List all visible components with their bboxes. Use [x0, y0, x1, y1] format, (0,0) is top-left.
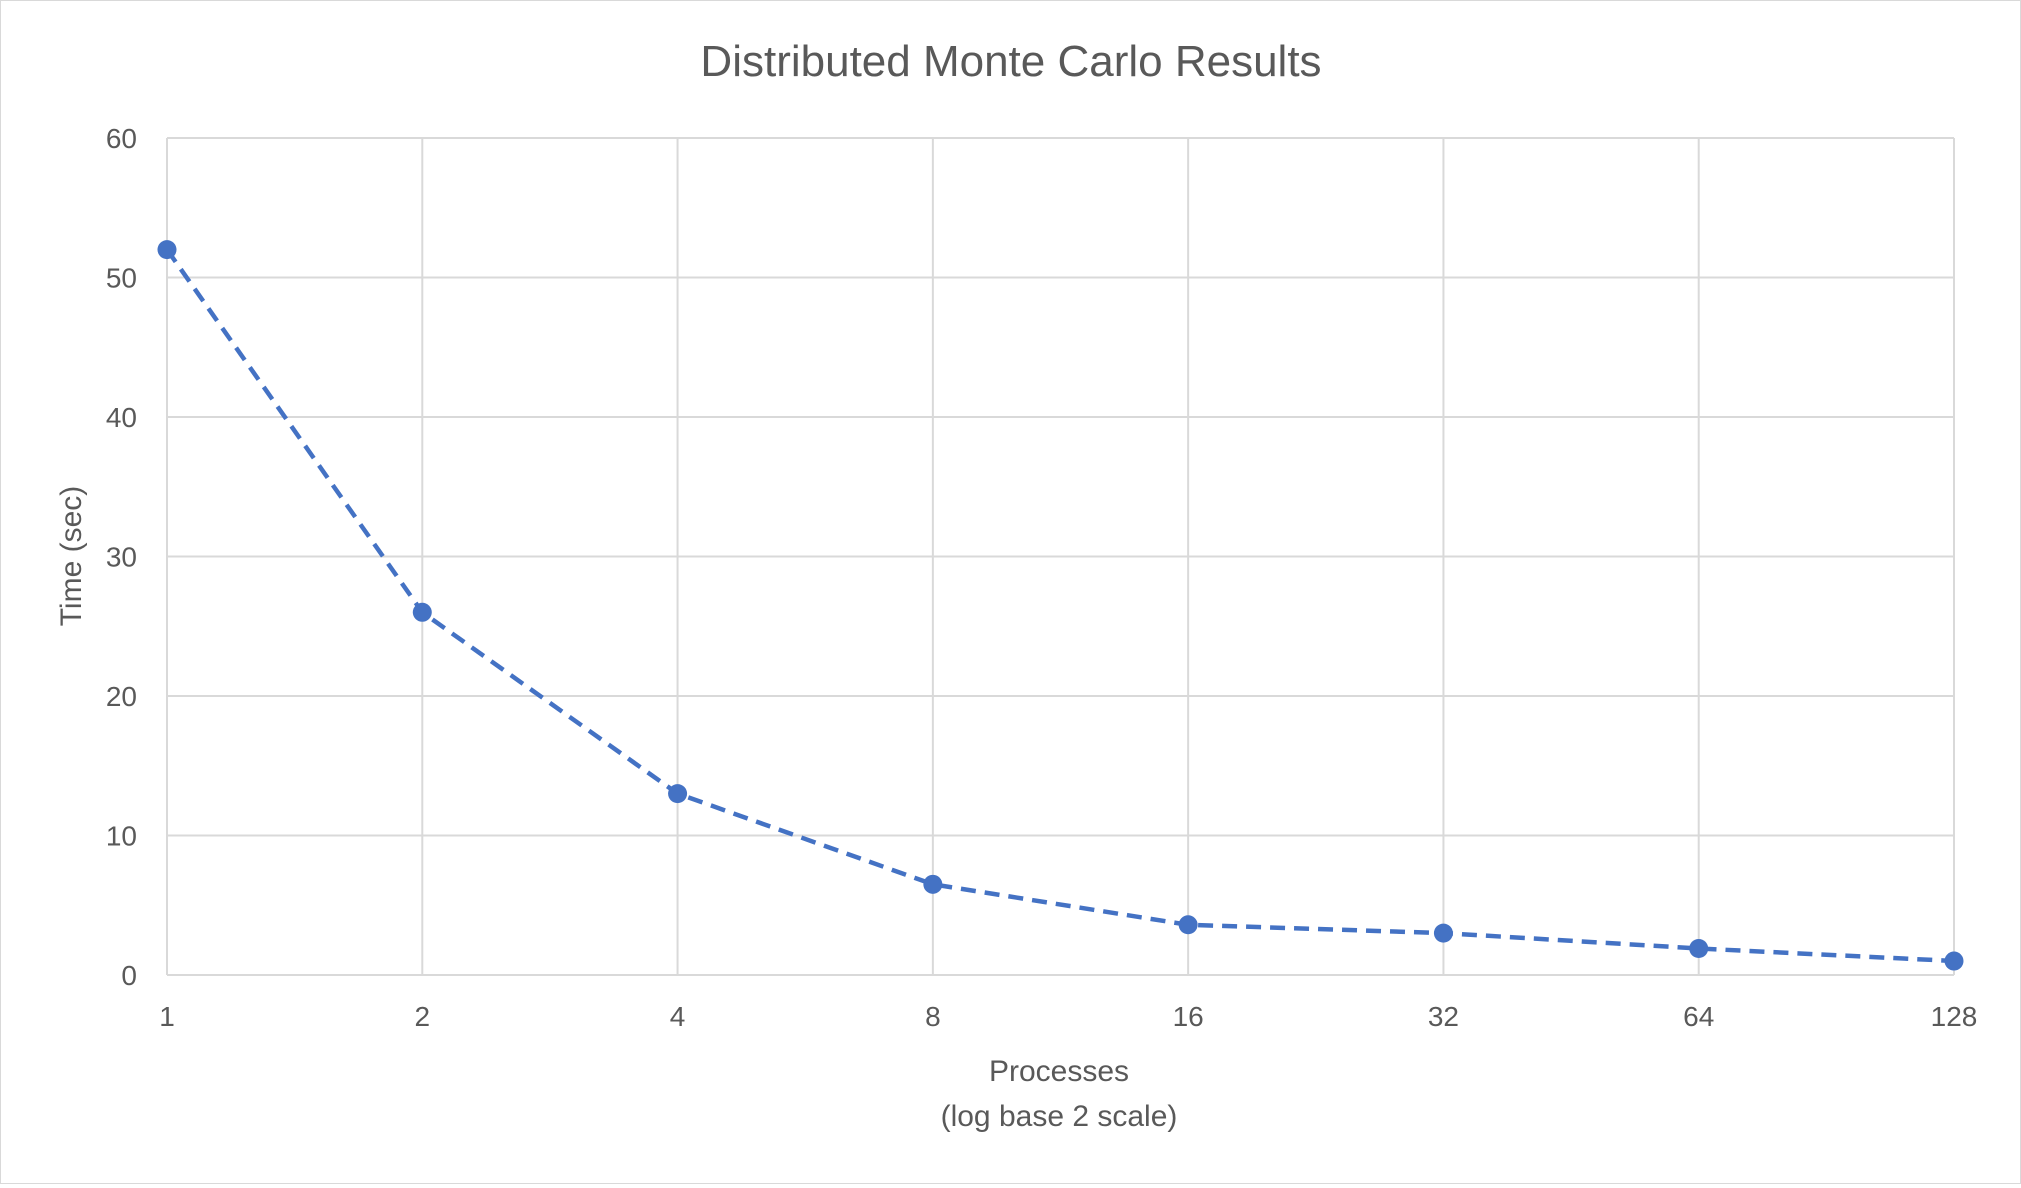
y-tick-label: 60 — [106, 123, 137, 154]
gridlines — [166, 137, 1955, 976]
data-point — [1178, 915, 1198, 935]
x-axis-label: Processes — [989, 1055, 1129, 1088]
y-axis-tick-labels: 0 10 20 30 40 50 60 — [106, 123, 137, 991]
x-tick-label: 128 — [1931, 1001, 1978, 1032]
data-point — [668, 784, 688, 804]
x-tick-label: 32 — [1428, 1001, 1459, 1032]
chart-title: Distributed Monte Carlo Results — [700, 37, 1321, 86]
data-point — [923, 874, 943, 894]
y-tick-label: 20 — [106, 681, 137, 712]
x-tick-label: 16 — [1173, 1001, 1204, 1032]
y-tick-label: 10 — [106, 821, 137, 852]
y-tick-label: 50 — [106, 263, 137, 294]
x-tick-label: 4 — [670, 1001, 686, 1032]
data-point — [157, 240, 177, 260]
y-axis-label: Time (sec) — [55, 486, 88, 627]
data-point — [1433, 923, 1453, 943]
data-point — [1689, 938, 1709, 958]
x-tick-label: 2 — [414, 1001, 430, 1032]
x-tick-label: 64 — [1683, 1001, 1714, 1032]
x-tick-label: 1 — [159, 1001, 175, 1032]
series-time — [157, 240, 1964, 971]
data-point — [1944, 951, 1964, 971]
y-tick-label: 0 — [121, 960, 137, 991]
x-tick-label: 8 — [925, 1001, 941, 1032]
x-axis-scale-note: (log base 2 scale) — [941, 1100, 1178, 1133]
data-point — [412, 602, 432, 622]
x-axis-tick-labels: 1 2 4 8 16 32 64 128 — [159, 1001, 1977, 1032]
series-line — [165, 248, 1955, 964]
y-tick-label: 30 — [106, 542, 137, 573]
y-tick-label: 40 — [106, 402, 137, 433]
